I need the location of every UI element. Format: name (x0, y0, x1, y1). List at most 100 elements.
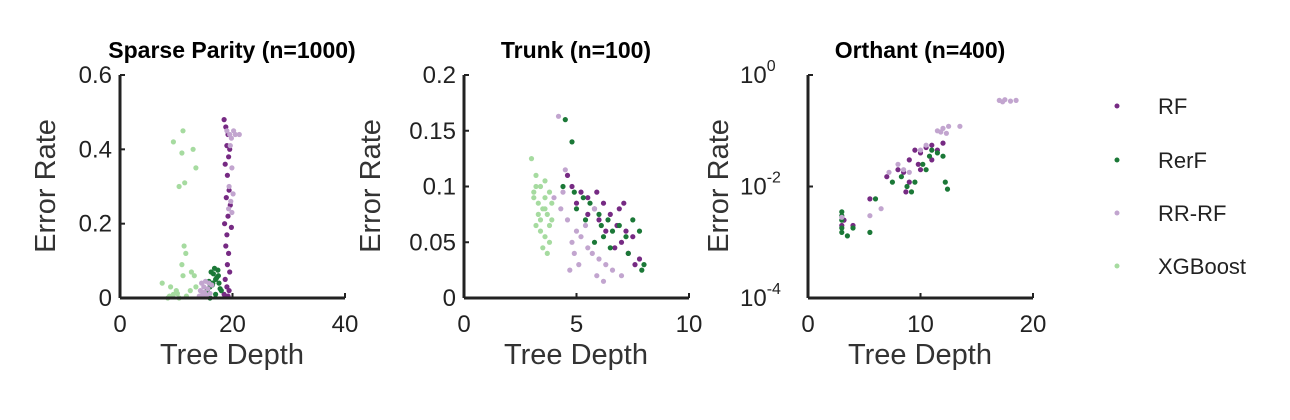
y-tick-label: 0.4 (79, 136, 112, 163)
point-xgboost (528, 156, 535, 162)
point-rr-rf (957, 123, 963, 129)
point-rerf (908, 189, 915, 195)
point-rerf (850, 225, 856, 231)
point-rr-rf (573, 228, 580, 234)
legend-label-rr-rf: RR-RF (1158, 201, 1226, 226)
point-rr-rf (558, 206, 564, 212)
point-xgboost (533, 222, 539, 229)
point-rf (226, 288, 232, 294)
point-rf (225, 213, 231, 219)
point-xgboost (183, 250, 189, 256)
point-rf (221, 117, 227, 123)
point-rf (912, 147, 918, 153)
point-rf (223, 243, 229, 249)
point-rr-rf (230, 191, 236, 197)
point-rr-rf (576, 262, 582, 268)
point-rerf (616, 222, 622, 229)
point-rr-rf (1007, 98, 1014, 104)
point-rr-rf (236, 131, 242, 138)
point-rf (906, 157, 912, 163)
point-xgboost (193, 165, 199, 171)
point-rf (915, 161, 921, 167)
point-rf (929, 142, 935, 148)
panel-sparse-parity: Sparse Parity (n=1000) 0 20 40 0 0.2 0.4 0.6 T… (30, 37, 358, 371)
point-rf (227, 269, 233, 275)
point-rr-rf (562, 167, 568, 173)
point-rf (917, 167, 924, 173)
point-rf (585, 195, 591, 201)
point-rf (616, 206, 622, 212)
point-rr-rf (207, 290, 213, 297)
point-rr-rf (867, 213, 873, 219)
legend-marker-rf (1114, 103, 1120, 109)
point-xgboost (531, 189, 537, 195)
point-rf (226, 250, 232, 256)
point-rerf (920, 161, 926, 167)
point-rf (906, 179, 912, 185)
point-rr-rf (228, 198, 234, 204)
point-rerf (210, 271, 216, 277)
x-axis-label: Tree Depth (848, 339, 992, 371)
point-rerf (923, 167, 929, 173)
point-rerf (609, 228, 616, 234)
point-rerf (926, 153, 933, 159)
point-rr-rf (596, 256, 602, 262)
point-rerf (573, 206, 580, 212)
point-rr-rf (906, 169, 912, 175)
point-rerf (625, 250, 631, 256)
x-tick-label: 20 (219, 311, 246, 338)
point-rf (867, 196, 873, 202)
point-rf (940, 140, 946, 146)
point-rf (612, 245, 618, 251)
point-rf (623, 228, 629, 234)
point-rerf (912, 179, 918, 185)
point-xgboost (188, 269, 194, 275)
point-rf (224, 262, 230, 268)
point-rf (603, 228, 609, 234)
point-rerf (623, 234, 629, 240)
point-rerf (839, 229, 845, 235)
point-xgboost (159, 280, 165, 286)
point-xgboost (179, 262, 185, 268)
point-rr-rf (839, 214, 845, 220)
point-rerf (218, 288, 224, 294)
point-xgboost (531, 195, 537, 201)
point-rr-rf (886, 169, 892, 175)
point-rr-rf (594, 273, 600, 279)
panel-title: Trunk (n=100) (501, 37, 651, 63)
point-xgboost (535, 211, 541, 217)
point-rf (903, 189, 909, 195)
point-xgboost (537, 228, 544, 234)
x-tick-label: 0 (801, 311, 814, 338)
point-xgboost (549, 200, 555, 206)
x-tick-label: 10 (907, 311, 934, 338)
point-rf (630, 234, 636, 240)
point-rr-rf (578, 234, 584, 240)
point-xgboost (176, 183, 182, 190)
point-rr-rf (585, 245, 591, 251)
point-rerf (598, 222, 604, 229)
point-xgboost (193, 284, 199, 290)
point-rerf (940, 153, 946, 159)
point-rerf (560, 183, 566, 190)
point-rr-rf (618, 273, 625, 279)
point-rr-rf (943, 130, 950, 136)
point-rr-rf (226, 206, 232, 212)
y-tick-label: 10-4 (740, 281, 781, 312)
point-rerf (600, 234, 607, 240)
point-rr-rf (209, 282, 215, 288)
point-xgboost (170, 291, 176, 297)
point-xgboost (533, 183, 539, 190)
point-rf (594, 189, 600, 195)
y-tick-label: 10-2 (740, 170, 781, 201)
point-rf (596, 217, 602, 223)
point-rf (884, 174, 890, 180)
point-rr-rf (199, 280, 205, 286)
point-rerf (580, 195, 586, 201)
x-tick-label: 5 (570, 311, 583, 338)
x-tick-label: 10 (676, 311, 703, 338)
point-rr-rf (560, 189, 566, 195)
legend: RF RerF RR-RF XGBoost (1114, 94, 1246, 279)
point-rf (226, 187, 232, 193)
